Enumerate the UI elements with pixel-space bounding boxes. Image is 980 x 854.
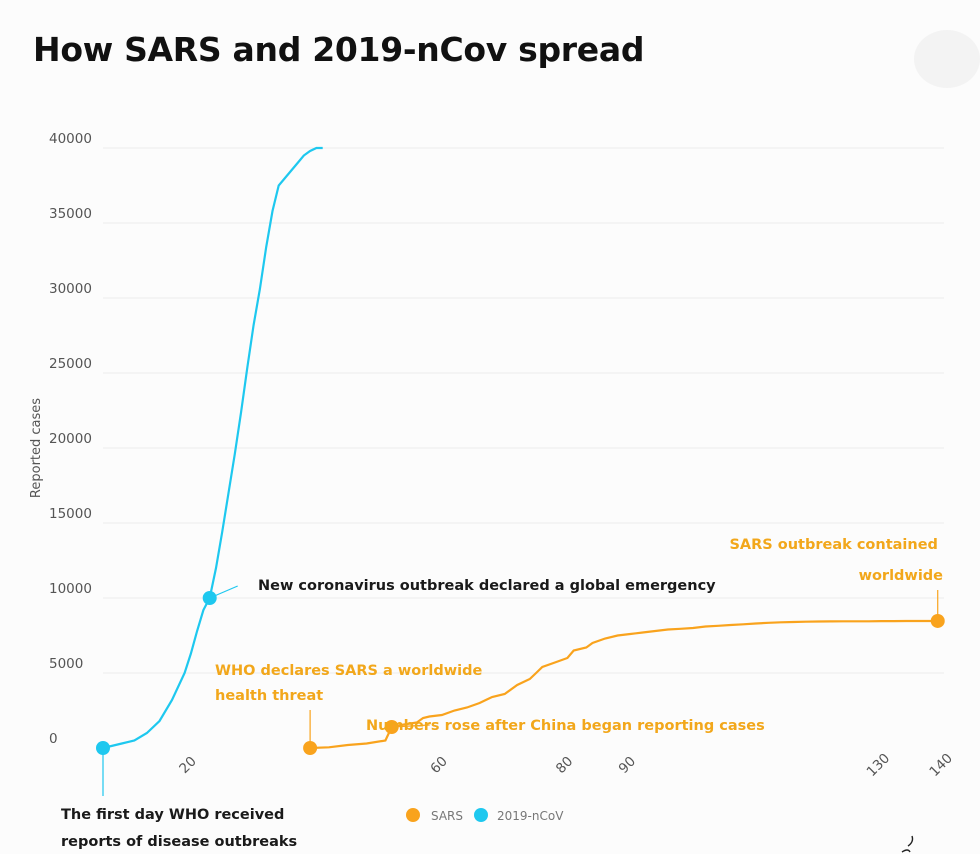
x-tick-label-80: 80 [553,753,576,776]
annotation-sars-contained: SARS outbreak contained worldwide [729,537,943,584]
sars-series-line [310,619,938,750]
annotation-first-day: The first day WHO received reports of di… [61,807,297,850]
page-title: How SARS and 2019-nCov spread [33,30,645,69]
annotation-china-reporting: Numbers rose after China began reporting… [366,718,765,734]
corner-badge [914,30,980,88]
y-tick-label-20000: 20000 [49,431,92,447]
annotation-who-declares-sars: WHO declares SARS a worldwide health thr… [215,663,487,704]
x-tick-label-90: 90 [616,753,639,776]
marker-ncov-first-day [96,741,110,755]
annotation-sars-contained-line-2: worldwide [859,568,944,584]
legend-label-ncov: 2019-nCoV [497,809,564,823]
ncov-series-line [102,146,323,750]
marker-ncov-global-emergency [202,591,217,605]
y-tick-label-25000: 25000 [49,356,92,372]
y-axis-ticks: 0 5000 10000 15000 20000 25000 30000 35000 40000 [49,131,92,747]
y-tick-label-30000: 30000 [49,281,92,297]
marker-sars-contained [930,613,945,628]
annotation-global-emergency-line-1: New coronavirus outbreak declared a glob… [258,578,716,594]
series-markers [96,591,945,755]
legend-marker-sars [406,808,420,822]
gridlines [103,147,944,674]
legend: SARS 2019-nCoV [406,808,564,823]
legend-marker-ncov [474,808,488,822]
y-tick-label-5000: 5000 [49,656,83,672]
annotation-global-emergency: New coronavirus outbreak declared a glob… [258,578,716,594]
annotation-first-day-line-1: The first day WHO received [61,807,284,823]
decorative-corner-glyph [901,835,914,853]
annotation-who-declares-sars-line-1: WHO declares SARS a worldwide [215,663,482,679]
x-tick-label-140: 140 [926,750,956,780]
annotation-first-day-line-2: reports of disease outbreaks [61,834,297,850]
annotation-sars-contained-line-1: SARS outbreak contained [729,537,937,553]
y-tick-label-35000: 35000 [49,206,92,222]
x-tick-label-60: 60 [427,753,450,776]
legend-label-sars: SARS [431,809,463,823]
marker-sars-who-declares [303,741,318,755]
x-axis-ticks: 20 60 80 90 130 140 [176,750,956,780]
x-tick-label-130: 130 [864,750,894,780]
y-tick-label-40000: 40000 [49,131,92,147]
y-tick-label-0: 0 [49,731,58,747]
annotation-who-declares-sars-line-2: health threat [215,688,323,704]
y-tick-label-10000: 10000 [49,581,92,597]
annotation-china-reporting-line-1: Numbers rose after China began reporting… [366,718,765,734]
marker-sars-china-reporting [384,720,399,734]
x-tick-label-20: 20 [176,753,199,776]
y-tick-label-15000: 15000 [49,506,92,522]
y-axis-label: Reported cases [29,398,44,498]
